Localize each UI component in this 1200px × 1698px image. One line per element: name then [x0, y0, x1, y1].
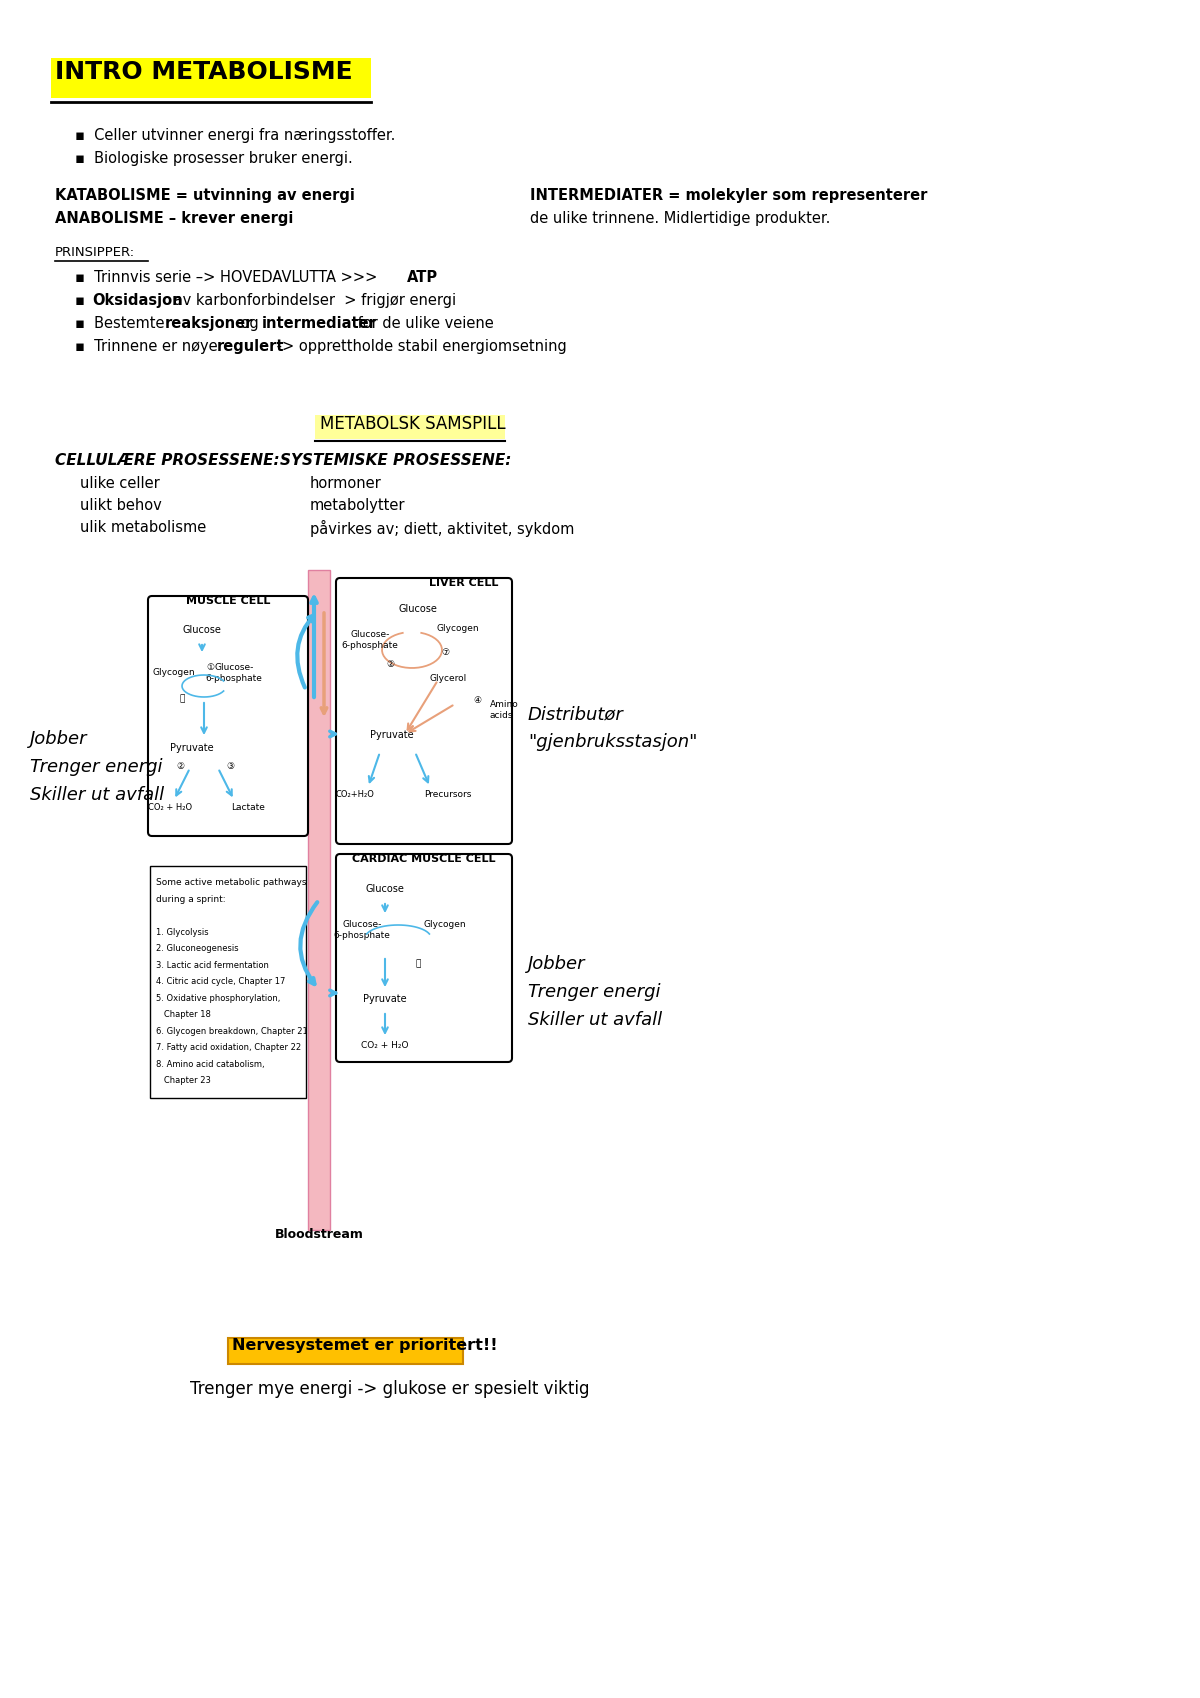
Text: Jobber: Jobber: [528, 954, 586, 973]
FancyBboxPatch shape: [336, 854, 512, 1061]
Text: Pyruvate: Pyruvate: [370, 730, 414, 740]
Text: regulert: regulert: [217, 340, 284, 353]
Text: ▪  Bestemte: ▪ Bestemte: [74, 316, 169, 331]
Text: ④: ④: [473, 696, 481, 705]
Text: 8. Amino acid catabolism,: 8. Amino acid catabolism,: [156, 1060, 265, 1068]
Text: hormoner: hormoner: [310, 475, 382, 491]
Text: og: og: [236, 316, 263, 331]
Text: CO₂+H₂O: CO₂+H₂O: [336, 790, 374, 800]
Text: ulik metabolisme: ulik metabolisme: [80, 520, 206, 535]
Text: 7. Fatty acid oxidation, Chapter 22: 7. Fatty acid oxidation, Chapter 22: [156, 1043, 301, 1053]
Text: ②: ②: [386, 659, 394, 669]
Text: reaksjoner: reaksjoner: [166, 316, 253, 331]
Text: intermediater: intermediater: [262, 316, 377, 331]
Text: Lactate: Lactate: [232, 803, 265, 812]
Text: CELLULÆRE PROSESSENE:: CELLULÆRE PROSESSENE:: [55, 453, 280, 469]
FancyBboxPatch shape: [336, 577, 512, 844]
Text: Glycerol: Glycerol: [430, 674, 467, 683]
Text: Glycogen: Glycogen: [424, 920, 467, 929]
Text: metabolytter: metabolytter: [310, 498, 406, 513]
Text: KATABOLISME = utvinning av energi: KATABOLISME = utvinning av energi: [55, 188, 355, 204]
Text: CARDIAC MUSCLE CELL: CARDIAC MUSCLE CELL: [353, 854, 496, 864]
Text: Skiller ut avfall: Skiller ut avfall: [528, 1010, 662, 1029]
FancyBboxPatch shape: [228, 1338, 463, 1363]
Text: Glucose: Glucose: [182, 625, 222, 635]
Text: INTRO METABOLISME: INTRO METABOLISME: [55, 59, 353, 83]
Text: Amino: Amino: [490, 700, 518, 710]
Text: ▪  Trinnene er nøye: ▪ Trinnene er nøye: [74, 340, 222, 353]
Text: acids: acids: [490, 711, 514, 720]
Text: MUSCLE CELL: MUSCLE CELL: [186, 596, 270, 606]
Text: ▪  Trinnvis serie –> HOVEDAVLUTTA >>>: ▪ Trinnvis serie –> HOVEDAVLUTTA >>>: [74, 270, 382, 285]
Text: 1. Glycolysis: 1. Glycolysis: [156, 927, 209, 937]
Text: Chapter 18: Chapter 18: [156, 1010, 211, 1019]
Text: Glucose-: Glucose-: [215, 662, 253, 672]
Text: Glucose: Glucose: [398, 604, 438, 615]
Text: Pyruvate: Pyruvate: [364, 993, 407, 1004]
Text: Trenger energi: Trenger energi: [528, 983, 660, 1002]
Text: ③: ③: [226, 761, 234, 771]
Text: Bloodstream: Bloodstream: [275, 1228, 364, 1241]
Text: SYSTEMISKE PROSESSENE:: SYSTEMISKE PROSESSENE:: [280, 453, 511, 469]
Text: Nervesystemet er prioritert!!: Nervesystemet er prioritert!!: [232, 1338, 498, 1353]
Text: Jobber: Jobber: [30, 730, 88, 749]
Text: de ulike trinnene. Midlertidige produkter.: de ulike trinnene. Midlertidige produkte…: [530, 211, 830, 226]
Text: METABOLSK SAMSPILL: METABOLSK SAMSPILL: [320, 414, 505, 433]
Text: Glycogen: Glycogen: [152, 667, 196, 678]
Text: Glucose-: Glucose-: [342, 920, 382, 929]
Text: Glucose: Glucose: [366, 885, 404, 895]
Text: INTERMEDIATER = molekyler som representerer: INTERMEDIATER = molekyler som represente…: [530, 188, 928, 204]
FancyBboxPatch shape: [148, 596, 308, 835]
Text: "gjenbruksstasjon": "gjenbruksstasjon": [528, 734, 697, 751]
FancyBboxPatch shape: [308, 571, 330, 1229]
Text: Precursors: Precursors: [425, 790, 472, 800]
Text: 4. Citric acid cycle, Chapter 17: 4. Citric acid cycle, Chapter 17: [156, 976, 286, 987]
Text: for de ulike veiene: for de ulike veiene: [353, 316, 493, 331]
Text: 6. Glycogen breakdown, Chapter 21: 6. Glycogen breakdown, Chapter 21: [156, 1027, 307, 1036]
Text: Glucose-: Glucose-: [350, 630, 390, 638]
FancyBboxPatch shape: [50, 58, 371, 98]
Text: -> opprettholde stabil energiomsetning: -> opprettholde stabil energiomsetning: [272, 340, 566, 353]
Text: påvirkes av; diett, aktivitet, sykdom: påvirkes av; diett, aktivitet, sykdom: [310, 520, 575, 537]
Text: ulikt behov: ulikt behov: [80, 498, 162, 513]
Text: ▪  Celler utvinner energi fra næringsstoffer.: ▪ Celler utvinner energi fra næringsstof…: [74, 127, 395, 143]
Text: ②: ②: [176, 761, 184, 771]
Text: ulike celler: ulike celler: [80, 475, 160, 491]
Text: 6-phosphate: 6-phosphate: [205, 674, 263, 683]
Text: ▪: ▪: [74, 294, 94, 307]
Text: ⑦: ⑦: [440, 647, 449, 657]
Text: ATP: ATP: [407, 270, 438, 285]
FancyBboxPatch shape: [150, 866, 306, 1099]
Text: Some active metabolic pathways: Some active metabolic pathways: [156, 878, 306, 886]
Text: 6-phosphate: 6-phosphate: [342, 642, 398, 650]
Text: CO₂ + H₂O: CO₂ + H₂O: [361, 1041, 409, 1049]
Text: 5. Oxidative phosphorylation,: 5. Oxidative phosphorylation,: [156, 993, 281, 1002]
Text: during a sprint:: during a sprint:: [156, 895, 226, 903]
Text: Trenger mye energi -> glukose er spesielt viktig: Trenger mye energi -> glukose er spesiel…: [190, 1380, 589, 1397]
Text: CO₂ + H₂O: CO₂ + H₂O: [148, 803, 192, 812]
Text: ANABOLISME – krever energi: ANABOLISME – krever energi: [55, 211, 293, 226]
Text: ①: ①: [206, 662, 214, 671]
Text: Skiller ut avfall: Skiller ut avfall: [30, 786, 164, 803]
Text: av karbonforbindelser  > frigjør energi: av karbonforbindelser > frigjør energi: [169, 294, 456, 307]
Text: LIVER CELL: LIVER CELL: [428, 577, 498, 588]
Text: Oksidasjon: Oksidasjon: [92, 294, 182, 307]
Text: ⓕ: ⓕ: [415, 959, 421, 968]
Text: Distributør: Distributør: [528, 705, 624, 723]
Text: ⓔ: ⓔ: [179, 694, 185, 703]
Text: 6-phosphate: 6-phosphate: [334, 931, 390, 941]
Text: Glycogen: Glycogen: [437, 623, 479, 633]
Text: 2. Gluconeogenesis: 2. Gluconeogenesis: [156, 944, 239, 953]
Text: Chapter 23: Chapter 23: [156, 1077, 211, 1085]
FancyBboxPatch shape: [314, 414, 505, 440]
Text: PRINSIPPER:: PRINSIPPER:: [55, 246, 136, 260]
Text: ▪  Biologiske prosesser bruker energi.: ▪ Biologiske prosesser bruker energi.: [74, 151, 353, 166]
Text: Trenger energi: Trenger energi: [30, 757, 162, 776]
Text: 3. Lactic acid fermentation: 3. Lactic acid fermentation: [156, 961, 269, 970]
Text: Pyruvate: Pyruvate: [170, 744, 214, 752]
